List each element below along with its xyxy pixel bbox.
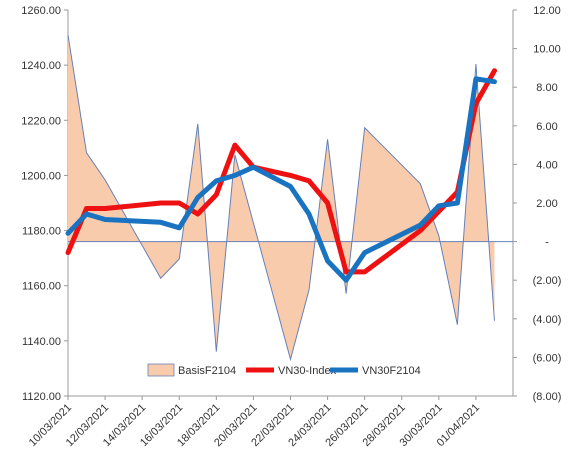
left-tick-label: 1220.00 [21, 115, 61, 127]
right-tick-label: (2.00) [533, 275, 562, 287]
series-line-vn30f2104 [65, 76, 497, 283]
left-tick-label: 1180.00 [22, 226, 61, 238]
right-tick-label: 6.00 [536, 121, 557, 133]
left-tick-label: 1160.00 [22, 281, 61, 293]
legend: BasisF2104 VN30-Index VN30F2104 [147, 363, 421, 377]
right-tick-label: 2.00 [536, 198, 557, 210]
right-tick-label: (4.00) [533, 314, 562, 326]
series-line-vn30index [65, 68, 497, 275]
left-tick-label: 1260.00 [21, 5, 61, 17]
right-tick-label: 12.00 [533, 5, 561, 17]
series-area-outline-basisf2104 [67, 35, 495, 362]
legend-label: VN30F2104 [362, 365, 421, 377]
legend-label: BasisF2104 [178, 365, 236, 377]
series-area-basisf2104 [68, 35, 495, 360]
right-tick-label: 4.00 [536, 159, 557, 171]
right-tick-label: - [545, 237, 549, 249]
left-tick-label: 1120.00 [22, 391, 61, 403]
right-tick-label: 10.00 [533, 44, 561, 56]
legend-swatch-basisf2104 [147, 363, 175, 377]
plot-area [65, 35, 513, 362]
right-tick-label: 8.00 [536, 82, 557, 94]
left-tick-label: 1200.00 [21, 170, 61, 182]
right-tick-label: (8.00) [533, 391, 562, 403]
left-tick-label: 1140.00 [22, 336, 61, 348]
legend-label: VN30-Index [278, 365, 337, 377]
left-tick-label: 1240.00 [21, 60, 61, 72]
right-tick-label: (6.00) [533, 352, 562, 364]
